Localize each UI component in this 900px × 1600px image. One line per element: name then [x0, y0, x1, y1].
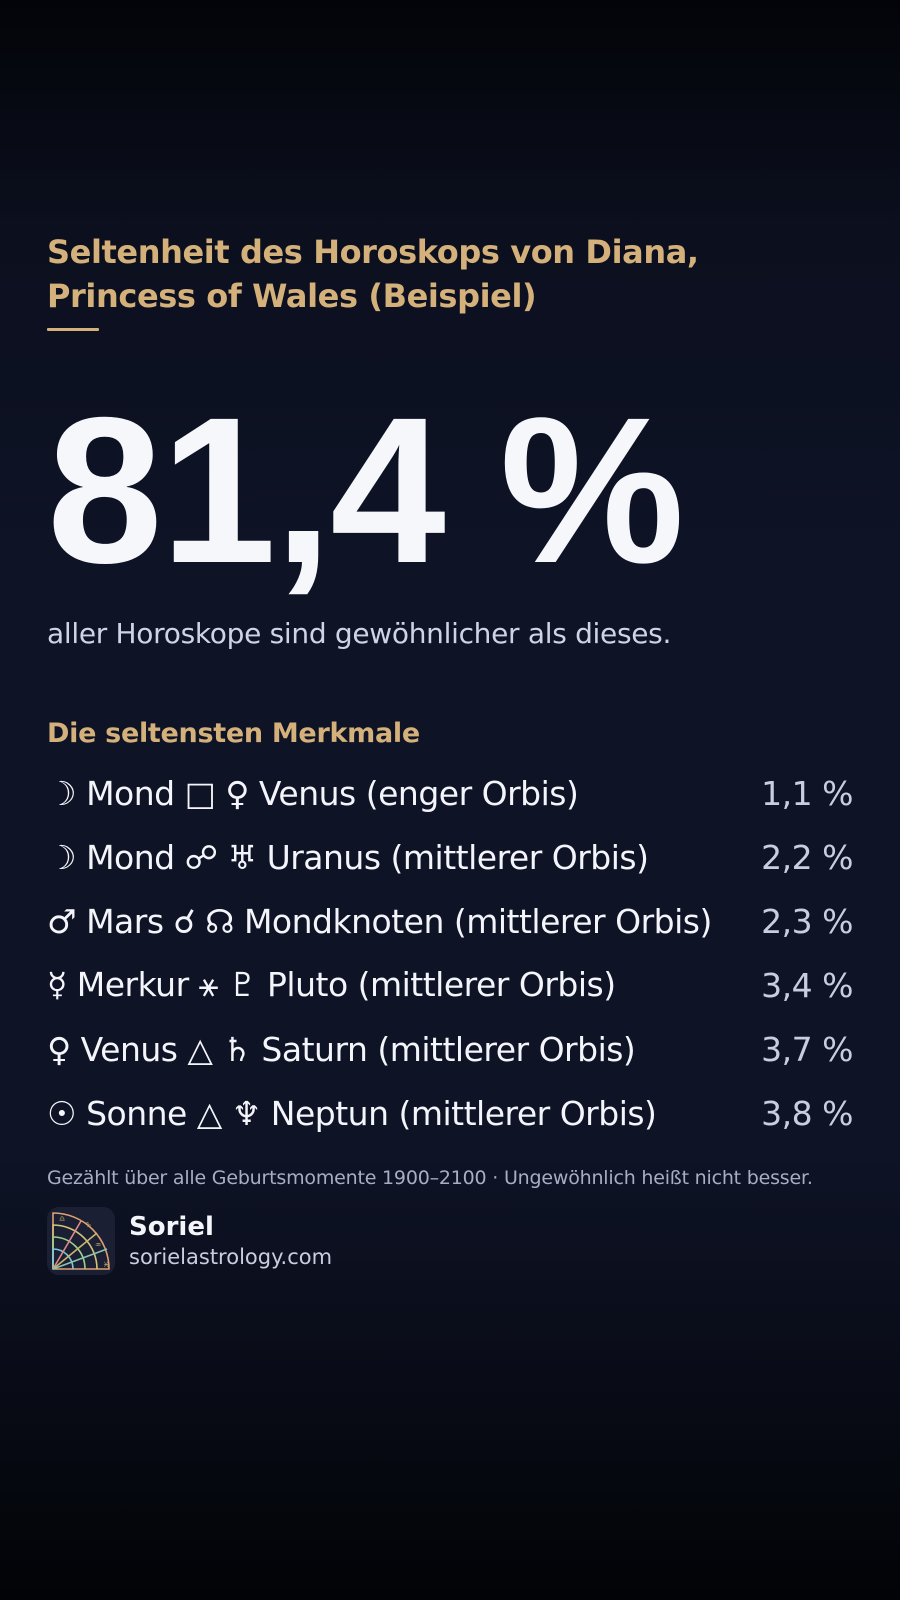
trait-label: ☽ Mond ☍ ♅ Uranus (mittlerer Orbis): [47, 837, 649, 877]
trait-label: ☽ Mond □ ♀ Venus (enger Orbis): [47, 773, 579, 813]
svg-text:♑: ♑: [85, 1221, 91, 1229]
trait-percentage: 2,3 %: [761, 901, 853, 941]
brand-text: Soriel sorielastrology.com: [129, 1211, 332, 1271]
section-title-rarest-traits: Die seltensten Merkmale: [47, 718, 420, 749]
trait-row: ☽ Mond □ ♀ Venus (enger Orbis) 1,1 %: [47, 761, 853, 825]
trait-label: ♂ Mars ☌ ☊ Mondknoten (mittlerer Orbis): [47, 901, 712, 941]
rarity-percentage: 81,4 %: [47, 375, 685, 607]
trait-percentage: 1,1 %: [761, 773, 853, 813]
trait-row: ☉ Sonne △ ♆ Neptun (mittlerer Orbis) 3,8…: [47, 1081, 853, 1145]
trait-percentage: 3,4 %: [761, 965, 853, 1005]
rarity-subline: aller Horoskope sind gewöhnlicher als di…: [47, 617, 672, 650]
trait-row: ☽ Mond ☍ ♅ Uranus (mittlerer Orbis) 2,2 …: [47, 825, 853, 889]
svg-text:♒: ♒: [95, 1241, 101, 1249]
brand-name: Soriel: [129, 1212, 214, 1242]
rarity-card: Seltenheit des Horoskops von Diana, Prin…: [47, 230, 853, 1275]
trait-percentage: 3,7 %: [761, 1029, 853, 1069]
trait-label: ♀ Venus △ ♄ Saturn (mittlerer Orbis): [47, 1029, 636, 1069]
brand-block[interactable]: ♎ ♑ ♒ ♓ Soriel sorielastrology.com: [47, 1207, 853, 1275]
brand-url-link[interactable]: sorielastrology.com: [129, 1245, 333, 1269]
trait-row: ♂ Mars ☌ ☊ Mondknoten (mittlerer Orbis) …: [47, 889, 853, 953]
trait-row: ♀ Venus △ ♄ Saturn (mittlerer Orbis) 3,7…: [47, 1017, 853, 1081]
title-underline: [47, 328, 99, 331]
trait-label: ☉ Sonne △ ♆ Neptun (mittlerer Orbis): [47, 1093, 657, 1133]
trait-percentage: 2,2 %: [761, 837, 853, 877]
trait-row: ☿ Merkur ⚹ ♇ Pluto (mittlerer Orbis) 3,4…: [47, 953, 853, 1017]
page-title: Seltenheit des Horoskops von Diana, Prin…: [47, 233, 699, 315]
trait-percentage: 3,8 %: [761, 1093, 853, 1133]
footnote: Gezählt über alle Geburtsmomente 1900–21…: [47, 1167, 813, 1189]
svg-text:♎: ♎: [59, 1215, 65, 1223]
svg-text:♓: ♓: [103, 1261, 109, 1269]
traits-list: ☽ Mond □ ♀ Venus (enger Orbis) 1,1 % ☽ M…: [47, 761, 853, 1145]
zodiac-wheel-icon: ♎ ♑ ♒ ♓: [47, 1207, 115, 1275]
trait-label: ☿ Merkur ⚹ ♇ Pluto (mittlerer Orbis): [47, 965, 616, 1004]
